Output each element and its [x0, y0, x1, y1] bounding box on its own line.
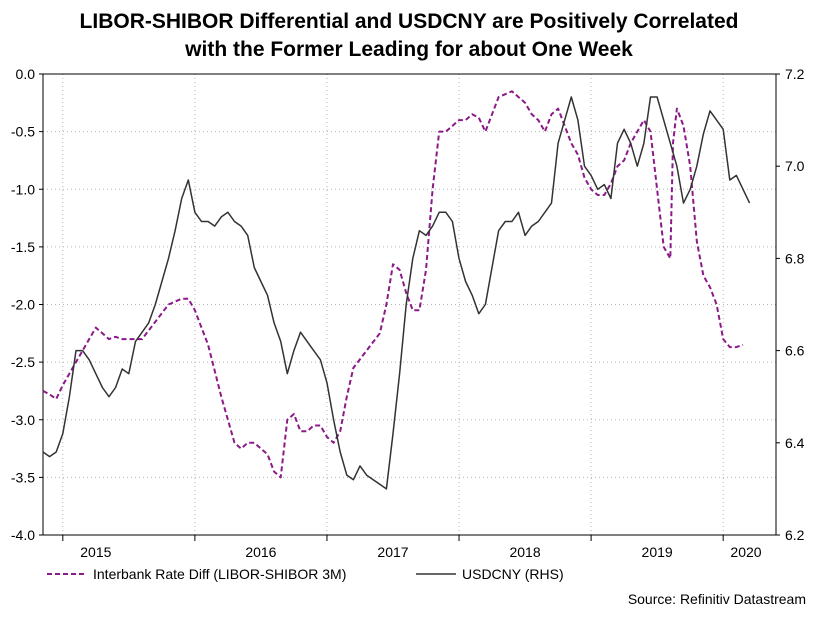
x-tick-label: 2017 [377, 544, 408, 560]
x-tick-label: 2016 [245, 544, 276, 560]
y-right-tick-label: 6.4 [785, 435, 805, 451]
legend-item-rate-diff: Interbank Rate Diff (LIBOR-SHIBOR 3M) [45, 566, 346, 582]
y-right-tick-label: 6.8 [785, 250, 805, 266]
chart-title-line-2: with the Former Leading for about One We… [185, 38, 633, 61]
series-lines [42, 90, 751, 490]
y-left-tick-label: -3.0 [11, 412, 35, 428]
x-tick-label: 2019 [642, 544, 673, 560]
gridlines [43, 74, 776, 535]
x-tick-label: 2015 [80, 544, 111, 560]
legend-label-rate-diff: Interbank Rate Diff (LIBOR-SHIBOR 3M) [93, 566, 347, 582]
chart-title-line-1: LIBOR-SHIBOR Differential and USDCNY are… [79, 10, 739, 33]
legend-label-usdcny: USDCNY (RHS) [462, 566, 564, 582]
x-tick-label: 2020 [730, 544, 761, 560]
legend-item-usdcny: USDCNY (RHS) [414, 566, 564, 582]
usdcny-line [42, 96, 751, 490]
legend-dashed-line-swatch [47, 573, 87, 575]
rate-diff-line [42, 90, 744, 479]
tick-labels: 0.0 -0.5 -1.0 -1.5 -2.0 -2.5 -3.0 -3.5 -4.0 7.2 7.… [11, 66, 805, 560]
y-left-tick-label: -1.5 [11, 239, 35, 255]
y-right-tick-label: 6.6 [785, 343, 805, 359]
y-left-tick-label: -1.0 [11, 181, 35, 197]
y-left-tick-label: -0.5 [11, 124, 35, 140]
y-right-tick-label: 6.2 [785, 527, 805, 543]
y-left-tick-label: -2.0 [11, 297, 35, 313]
x-tick-label: 2018 [509, 544, 540, 560]
y-left-tick-label: -2.5 [11, 354, 35, 370]
y-right-tick-label: 7.0 [785, 158, 805, 174]
plot-frame [42, 73, 777, 536]
source-note: Source: Refinitiv Datastream [627, 591, 806, 607]
legend-solid-line-swatch [416, 573, 456, 575]
y-left-tick-label: -4.0 [11, 527, 35, 543]
y-left-tick-label: 0.0 [16, 66, 36, 82]
axes [39, 73, 780, 541]
y-left-tick-label: -3.5 [11, 469, 35, 485]
y-right-tick-label: 7.2 [785, 66, 805, 82]
